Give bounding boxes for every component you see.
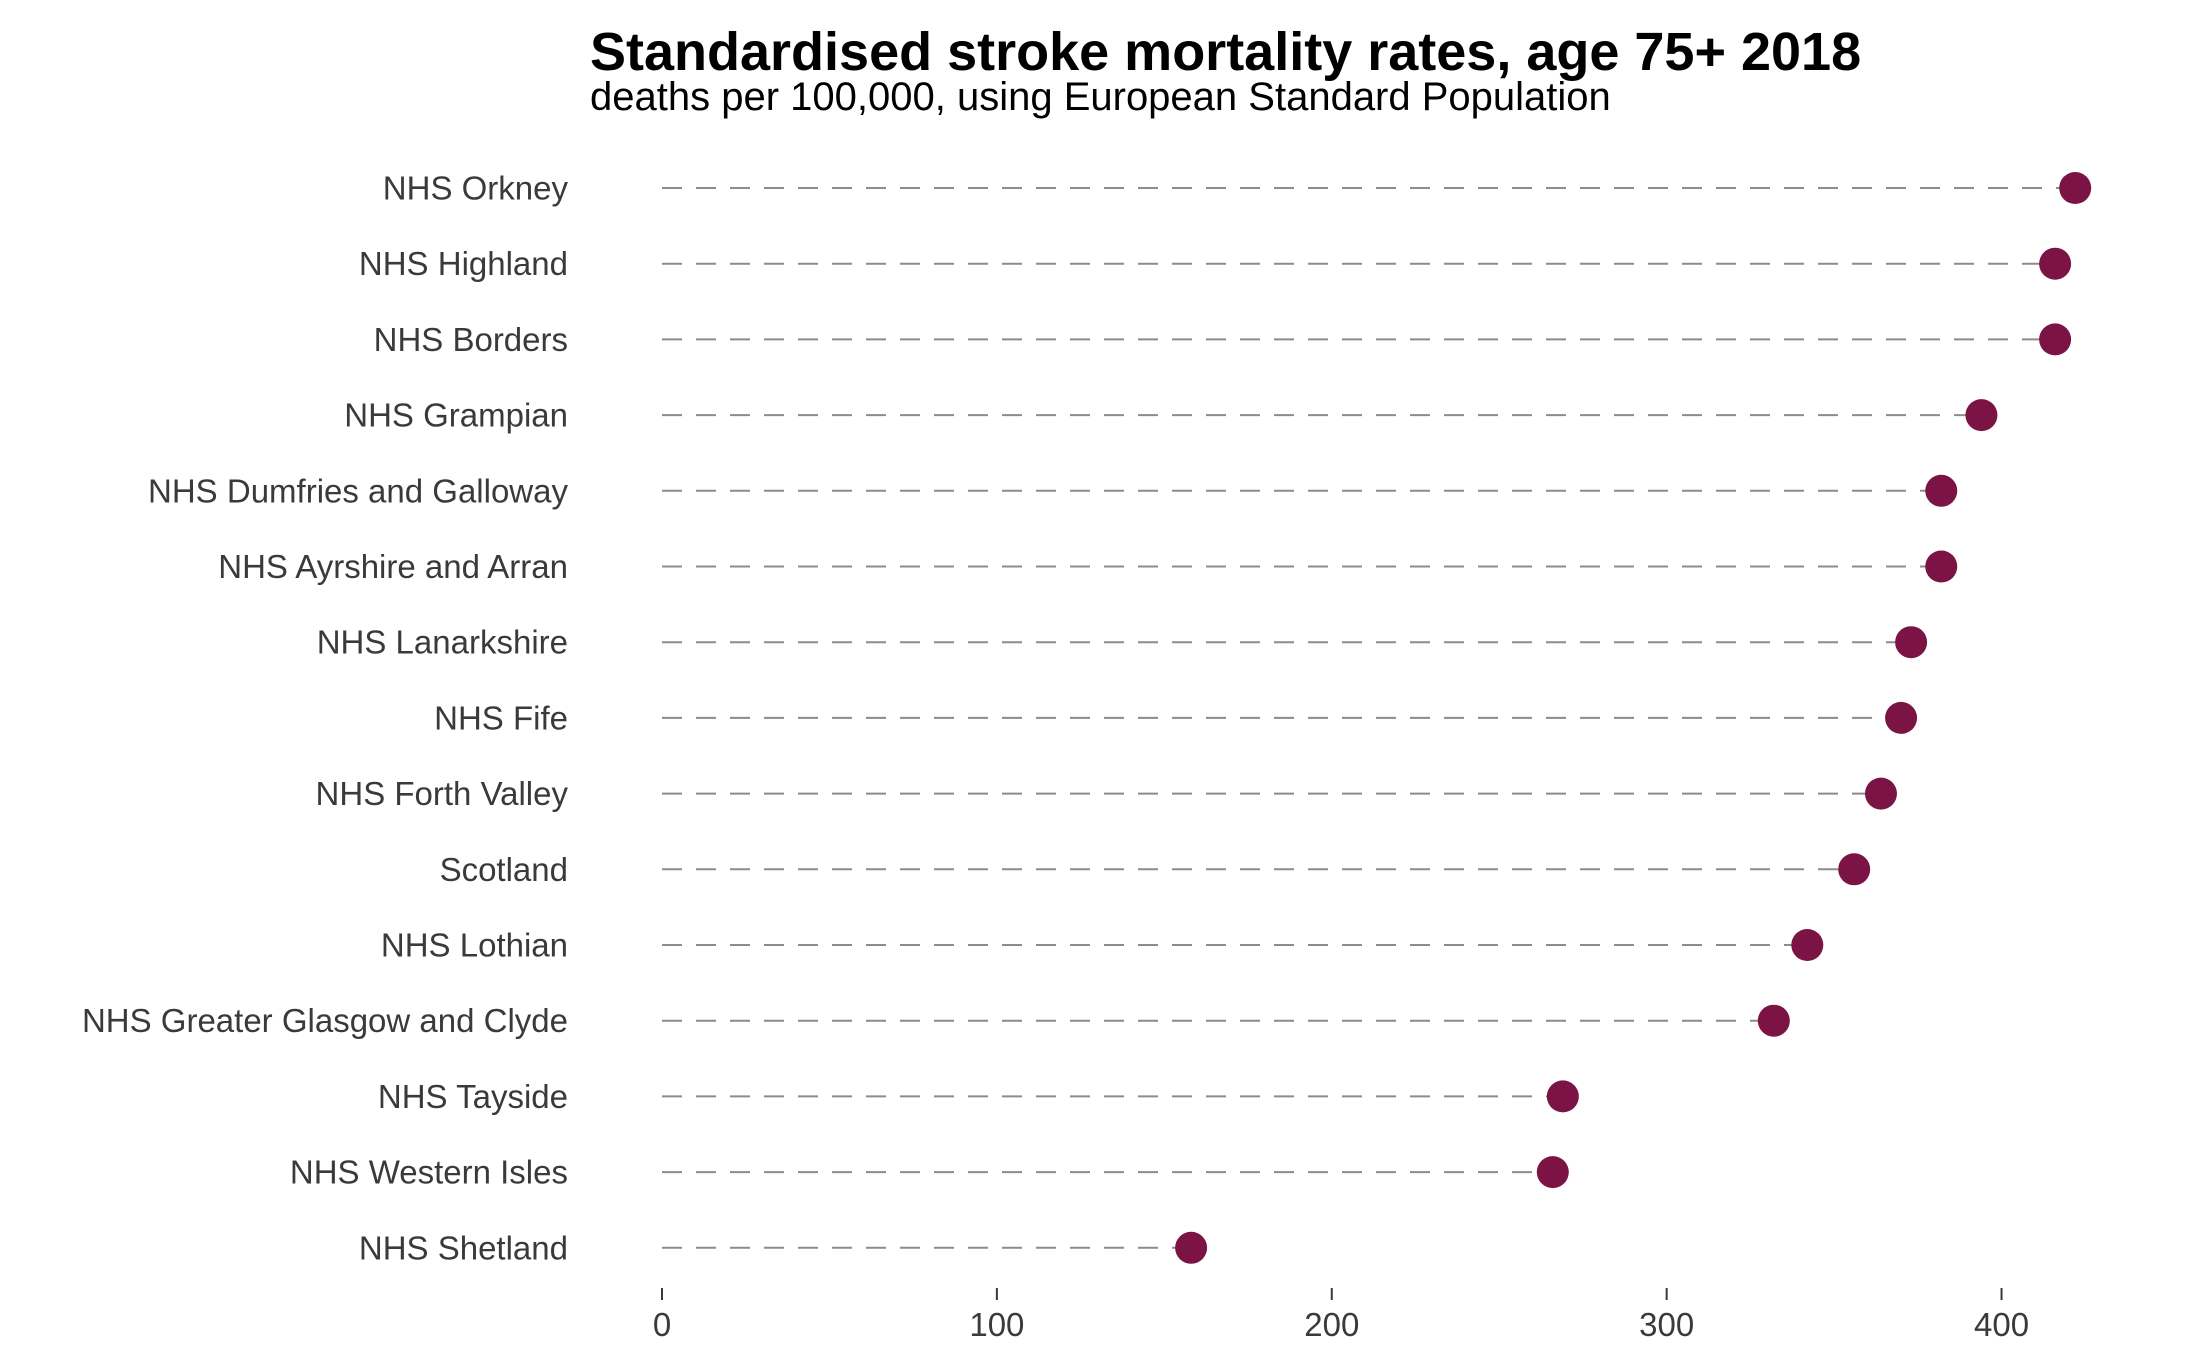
data-point — [1965, 399, 1998, 432]
category-label: NHS Dumfries and Galloway — [148, 472, 568, 509]
data-point — [1536, 1156, 1569, 1189]
category-label: NHS Western Isles — [290, 1154, 568, 1191]
data-point — [2039, 323, 2072, 356]
category-label: NHS Lanarkshire — [317, 624, 568, 661]
category-label: NHS Lothian — [381, 927, 568, 964]
chart-rows: NHS Orkney NHS Highland NHS Borders NHS Gra… — [82, 170, 2092, 1266]
data-point — [1925, 474, 1958, 507]
data-point — [1757, 1004, 1790, 1037]
category-label: NHS Fife — [434, 699, 568, 736]
category-label: NHS Tayside — [378, 1078, 568, 1115]
category-label: NHS Borders — [374, 321, 568, 358]
x-axis-tick-label: 400 — [1974, 1306, 2029, 1343]
data-point — [1864, 777, 1897, 810]
data-point — [1838, 853, 1871, 886]
data-point — [2039, 247, 2072, 280]
category-label: Scotland — [440, 851, 568, 888]
x-axis-tick-label: 100 — [969, 1306, 1024, 1343]
x-axis-tick-label: 0 — [653, 1306, 671, 1343]
data-point — [1546, 1080, 1579, 1113]
data-point — [1791, 929, 1824, 961]
chart-subtitle: deaths per 100,000, using European Stand… — [590, 75, 1611, 119]
data-point — [1175, 1231, 1208, 1264]
category-label: NHS Grampian — [344, 397, 568, 434]
x-axis-tick-label: 200 — [1304, 1306, 1359, 1343]
category-label: NHS Orkney — [383, 170, 569, 207]
data-point — [1885, 701, 1918, 734]
category-label: NHS Ayrshire and Arran — [218, 548, 568, 585]
x-axis: 0 100 200 300 400 — [653, 1288, 2029, 1343]
data-point — [1895, 626, 1928, 659]
chart-title: Standardised stroke mortality rates, age… — [590, 22, 1861, 82]
x-axis-tick-label: 300 — [1639, 1306, 1694, 1343]
category-label: NHS Shetland — [359, 1229, 568, 1266]
data-point — [1925, 550, 1958, 583]
category-label: NHS Greater Glasgow and Clyde — [82, 1002, 568, 1039]
category-label: NHS Forth Valley — [316, 775, 569, 812]
data-point — [2059, 172, 2092, 204]
category-label: NHS Highland — [359, 245, 568, 282]
